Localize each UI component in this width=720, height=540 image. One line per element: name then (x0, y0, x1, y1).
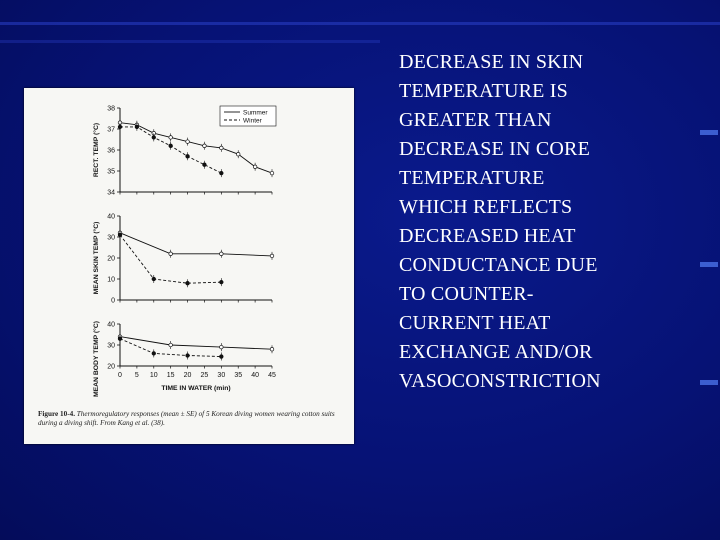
y-tick-label: 40 (107, 322, 115, 329)
data-point (219, 251, 224, 256)
data-point (219, 354, 224, 359)
y-tick-label: 40 (107, 214, 115, 221)
caption-text: Thermoregulatory responses (mean ± SE) o… (38, 410, 335, 427)
slide-text-line: TEMPERATURE IS (399, 80, 568, 102)
slide-text-line: WHICH REFLECTS (399, 196, 573, 218)
y-tick-label: 37 (107, 127, 115, 134)
x-tick-label: 25 (201, 372, 209, 379)
data-point (269, 170, 275, 176)
x-tick-label: 5 (135, 372, 139, 379)
slide-text-line: EXCHANGE AND/OR (399, 341, 593, 363)
slide-text-line: CURRENT HEAT (399, 312, 551, 334)
figure-scan: 34 35 36 37 38 RECT. TEMP (°C) Summer Winter 0 10… (24, 88, 354, 444)
caption-label: Figure 10-4. (38, 410, 75, 418)
data-point (168, 251, 173, 256)
decor-accent (700, 130, 718, 135)
data-point (168, 143, 173, 148)
y-tick-label: 30 (107, 343, 115, 350)
x-tick-label: 40 (251, 372, 259, 379)
decor-accent (700, 380, 718, 385)
x-tick-label: 45 (268, 372, 276, 379)
slide-text-line: VASOCONSTRICTION (399, 370, 601, 392)
x-tick-label: 35 (234, 372, 242, 379)
data-point (236, 152, 241, 157)
legend-label: Winter (243, 117, 263, 124)
data-point (219, 344, 224, 350)
data-point (151, 351, 156, 356)
y-tick-label: 30 (107, 235, 115, 242)
series-line (119, 122, 273, 174)
y-tick-label: 20 (107, 256, 115, 263)
x-axis-label: TIME IN WATER (min) (161, 385, 230, 392)
y-tick-label: 38 (107, 106, 115, 113)
data-point (185, 353, 190, 358)
data-point (151, 135, 156, 140)
data-point (252, 164, 258, 169)
decor-accent (700, 262, 718, 267)
data-point (185, 281, 190, 286)
data-point (117, 232, 123, 238)
series-line (119, 336, 273, 350)
x-tick-label: 15 (167, 372, 175, 379)
legend-box (219, 105, 277, 127)
x-tick-label: 20 (184, 372, 192, 379)
series-line (119, 338, 222, 357)
figure-caption: Figure 10-4. Thermoregulatory responses … (38, 410, 350, 428)
data-point (269, 347, 275, 352)
y-tick-label: 20 (107, 364, 115, 371)
x-tick-label: 0 (118, 372, 122, 379)
y-tick-label: 36 (107, 148, 115, 155)
slide-text-line: DECREASE IN CORE (399, 138, 590, 160)
slide-text-line: DECREASE IN SKIN (399, 51, 584, 73)
slide-text-line: DECREASED HEAT (399, 225, 576, 247)
data-point (219, 279, 224, 285)
data-point (219, 145, 224, 151)
data-point (202, 162, 207, 167)
data-point (185, 154, 190, 159)
data-point (168, 135, 173, 140)
data-point (185, 139, 190, 144)
series-line (119, 232, 273, 257)
data-point (219, 170, 224, 176)
y-tick-label: 0 (111, 298, 115, 305)
data-point (117, 124, 123, 130)
y-tick-label: 10 (107, 277, 115, 284)
slide-text-line: TEMPERATURE (399, 167, 545, 189)
slide-text-line: GREATER THAN (399, 109, 552, 131)
y-tick-label: 34 (107, 190, 115, 197)
y-axis-label: MEAN BODY TEMP (°C) (92, 321, 100, 397)
y-axis-label: MEAN SKIN TEMP (°C) (92, 222, 100, 295)
x-tick-label: 30 (217, 372, 225, 379)
data-point (202, 143, 207, 148)
data-point (269, 253, 275, 259)
x-tick-label: 10 (150, 372, 158, 379)
y-tick-label: 35 (107, 169, 115, 176)
legend-label: Summer (243, 109, 268, 116)
slide-body-text: DECREASE IN SKIN TEMPERATURE IS GREATER TH… (399, 48, 699, 396)
y-axis-label: RECT. TEMP (°C) (92, 123, 100, 177)
decor-stripe (0, 40, 380, 43)
series-line (119, 234, 222, 284)
data-point (117, 336, 123, 341)
data-point (134, 124, 140, 130)
slide-text-line: CONDUCTANCE DUE (399, 254, 598, 276)
decor-stripe (0, 22, 720, 25)
slide-text-line: TO COUNTER- (399, 283, 534, 305)
data-point (168, 342, 173, 348)
data-point (151, 276, 156, 282)
